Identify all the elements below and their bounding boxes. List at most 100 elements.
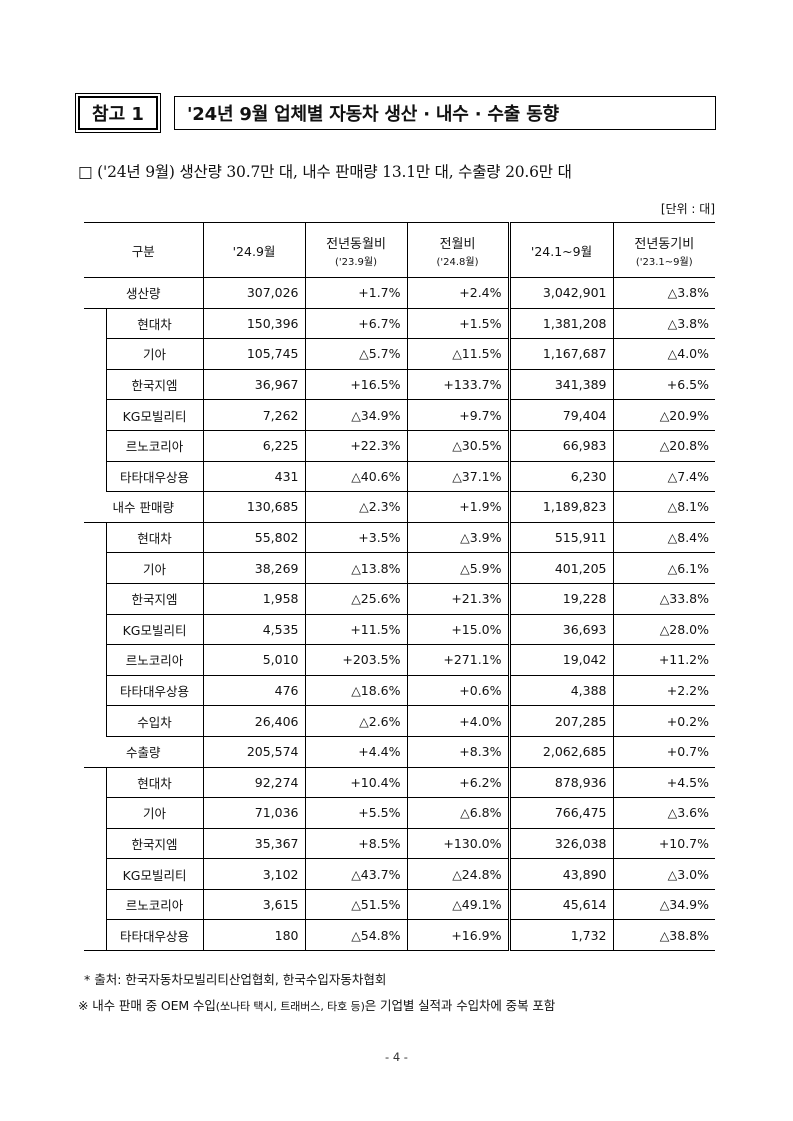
row-indent — [84, 919, 106, 952]
cell-mom: △30.5% — [406, 430, 510, 462]
row-indent — [84, 675, 106, 706]
cell-mom: +0.6% — [406, 675, 510, 707]
cell-ytd: 878,936 — [507, 767, 614, 799]
row-indent — [84, 308, 106, 339]
header-ytd-yoy: 전년동기비 ('23.1~9월) — [612, 222, 716, 278]
cell-ytd-yoy: △20.9% — [612, 399, 716, 431]
table-row: KG모빌리티 7,262 △34.9% +9.7% 79,404 △20.9% — [84, 399, 716, 431]
header-yoy-main: 전년동월비 — [326, 236, 386, 252]
table-row: 현대차 55,802 +3.5% △3.9% 515,911 △8.4% — [84, 522, 716, 554]
row-company-label: 현대차 — [105, 522, 204, 554]
cell-ytd: 66,983 — [507, 430, 614, 462]
cell-month: 5,010 — [202, 644, 306, 676]
cell-yoy: △5.7% — [304, 338, 408, 370]
cell-yoy: △18.6% — [304, 675, 408, 707]
cell-ytd-yoy: △33.8% — [612, 583, 716, 615]
row-company-label: 르노코리아 — [105, 430, 204, 462]
header-ytd: '24.1~9월 — [507, 222, 614, 278]
cell-yoy: +4.4% — [304, 736, 408, 768]
row-company-label: 현대차 — [105, 767, 204, 799]
row-company-label: 르노코리아 — [105, 644, 204, 676]
cell-ytd: 3,042,901 — [507, 277, 614, 309]
header-yoy: 전년동월비 ('23.9월) — [304, 222, 408, 278]
cell-ytd-yoy: △3.8% — [612, 308, 716, 340]
row-company-label: 르노코리아 — [105, 889, 204, 921]
cell-ytd-yoy: △8.1% — [612, 491, 716, 523]
cell-ytd-yoy: +4.5% — [612, 767, 716, 799]
row-company-label: 타타대우상용 — [105, 461, 204, 493]
cell-ytd: 1,167,687 — [507, 338, 614, 370]
cell-month: 92,274 — [202, 767, 306, 799]
row-indent — [84, 522, 106, 553]
row-indent — [84, 798, 106, 829]
summary-line: □ ('24년 9월) 생산량 30.7만 대, 내수 판매량 13.1만 대,… — [78, 163, 572, 181]
cell-mom: △6.8% — [406, 797, 510, 829]
cell-ytd-yoy: △7.4% — [612, 461, 716, 493]
cell-ytd: 341,389 — [507, 369, 614, 401]
table-row: 타타대우상용 476 △18.6% +0.6% 4,388 +2.2% — [84, 675, 716, 707]
cell-ytd: 766,475 — [507, 797, 614, 829]
row-indent — [84, 767, 106, 798]
row-indent — [84, 859, 106, 890]
row-indent — [84, 400, 106, 431]
header-mom-main: 전월비 — [439, 236, 476, 252]
cell-mom: +271.1% — [406, 644, 510, 676]
cell-yoy: +203.5% — [304, 644, 408, 676]
source-footnote: * 출처: 한국자동차모빌리티산업협회, 한국수입자동차협회 — [84, 972, 387, 987]
cell-mom: △37.1% — [406, 461, 510, 493]
cell-month: 4,535 — [202, 614, 306, 646]
table-row: 수출량 205,574 +4.4% +8.3% 2,062,685 +0.7% — [84, 736, 716, 768]
cell-mom: +2.4% — [406, 277, 510, 309]
page-title: '24년 9월 업체별 자동차 생산 · 내수 · 수출 동향 — [174, 96, 716, 130]
cell-month: 150,396 — [202, 308, 306, 340]
cell-mom: +1.9% — [406, 491, 510, 523]
cell-ytd-yoy: +0.7% — [612, 736, 716, 768]
table-row: 기아 105,745 △5.7% △11.5% 1,167,687 △4.0% — [84, 338, 716, 370]
cell-yoy: +10.4% — [304, 767, 408, 799]
table-row: KG모빌리티 3,102 △43.7% △24.8% 43,890 △3.0% — [84, 858, 716, 890]
cell-ytd-yoy: △6.1% — [612, 552, 716, 584]
cell-yoy: △2.3% — [304, 491, 408, 523]
cell-mom: +6.2% — [406, 767, 510, 799]
header-ytd-yoy-main: 전년동기비 — [634, 236, 695, 252]
row-company-label: KG모빌리티 — [105, 614, 204, 646]
cell-ytd-yoy: +6.5% — [612, 369, 716, 401]
row-indent — [84, 430, 106, 461]
row-category-label: 내수 판매량 — [84, 491, 204, 523]
cell-month: 71,036 — [202, 797, 306, 829]
cell-ytd-yoy: △3.8% — [612, 277, 716, 309]
table-row: 한국지엠 35,367 +8.5% +130.0% 326,038 +10.7% — [84, 828, 716, 860]
cell-yoy: △25.6% — [304, 583, 408, 615]
table-row: 타타대우상용 180 △54.8% +16.9% 1,732 △38.8% — [84, 919, 716, 952]
row-company-label: 한국지엠 — [105, 369, 204, 401]
table-row: 기아 71,036 +5.5% △6.8% 766,475 △3.6% — [84, 797, 716, 829]
cell-yoy: +5.5% — [304, 797, 408, 829]
cell-mom: +8.3% — [406, 736, 510, 768]
cell-ytd: 6,230 — [507, 461, 614, 493]
cell-ytd: 1,189,823 — [507, 491, 614, 523]
cell-ytd: 36,693 — [507, 614, 614, 646]
row-company-label: 수입차 — [105, 705, 204, 737]
cell-mom: △3.9% — [406, 522, 510, 554]
row-company-label: KG모빌리티 — [105, 399, 204, 431]
row-category-label: 수출량 — [84, 736, 204, 768]
cell-ytd-yoy: +0.2% — [612, 705, 716, 737]
cell-mom: +1.5% — [406, 308, 510, 340]
cell-yoy: +22.3% — [304, 430, 408, 462]
cell-ytd: 4,388 — [507, 675, 614, 707]
cell-ytd: 43,890 — [507, 858, 614, 890]
page-number: - 4 - — [385, 1050, 408, 1064]
cell-month: 205,574 — [202, 736, 306, 768]
cell-mom: △5.9% — [406, 552, 510, 584]
unit-label: [단위 : 대] — [660, 202, 715, 216]
cell-ytd-yoy: +11.2% — [612, 644, 716, 676]
table-row: 한국지엠 36,967 +16.5% +133.7% 341,389 +6.5% — [84, 369, 716, 401]
cell-ytd: 19,042 — [507, 644, 614, 676]
cell-month: 6,225 — [202, 430, 306, 462]
cell-mom: +16.9% — [406, 919, 510, 952]
table-row: 생산량 307,026 +1.7% +2.4% 3,042,901 △3.8% — [84, 277, 716, 309]
section-header: 참고 1 '24년 9월 업체별 자동차 생산 · 내수 · 수출 동향 — [75, 93, 718, 133]
cell-ytd: 2,062,685 — [507, 736, 614, 768]
cell-ytd-yoy: △38.8% — [612, 919, 716, 952]
cell-yoy: △13.8% — [304, 552, 408, 584]
